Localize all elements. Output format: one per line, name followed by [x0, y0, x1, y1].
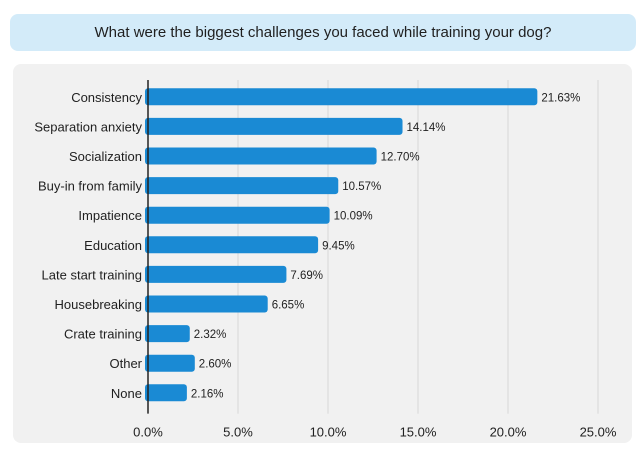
- bar: [145, 88, 538, 106]
- bar: [145, 117, 403, 135]
- bar: [145, 295, 268, 313]
- data-label: 2.60%: [199, 359, 232, 371]
- bar: [145, 177, 339, 195]
- category-label: None: [111, 386, 142, 401]
- x-tick-label: 0.0%: [133, 425, 163, 440]
- data-label: 9.45%: [322, 240, 355, 252]
- category-label: Crate training: [64, 327, 142, 342]
- bar: [145, 265, 287, 283]
- bar: [145, 384, 187, 402]
- data-label: 14.14%: [407, 122, 446, 134]
- category-label: Other: [109, 356, 142, 371]
- category-label: Buy-in from family: [38, 179, 143, 194]
- x-tick-label: 20.0%: [490, 425, 527, 440]
- category-label: Separation anxiety: [34, 119, 142, 134]
- data-label: 7.69%: [290, 270, 323, 282]
- data-label: 2.32%: [194, 329, 227, 341]
- bar: [145, 236, 319, 254]
- chart-title: What were the biggest challenges you fac…: [94, 24, 552, 41]
- category-label: Socialization: [69, 149, 142, 164]
- bar: [145, 354, 195, 372]
- data-label: 10.57%: [342, 181, 381, 193]
- data-label: 12.70%: [381, 152, 420, 164]
- category-label: Consistency: [71, 90, 142, 105]
- data-label: 2.16%: [191, 388, 224, 400]
- category-label: Impatience: [78, 208, 142, 223]
- data-label: 10.09%: [334, 211, 373, 223]
- data-label: 21.63%: [541, 92, 580, 104]
- chart-title-banner: What were the biggest challenges you fac…: [10, 14, 636, 51]
- x-tick-label: 15.0%: [400, 425, 437, 440]
- bar: [145, 325, 190, 343]
- category-label: Education: [84, 238, 142, 253]
- x-tick-label: 10.0%: [310, 425, 347, 440]
- category-label: Late start training: [42, 267, 142, 282]
- data-label: 6.65%: [272, 300, 305, 312]
- x-tick-label: 25.0%: [580, 425, 617, 440]
- bar: [145, 147, 377, 165]
- category-label: Housebreaking: [55, 297, 142, 312]
- x-tick-label: 5.0%: [223, 425, 253, 440]
- bar: [145, 206, 330, 224]
